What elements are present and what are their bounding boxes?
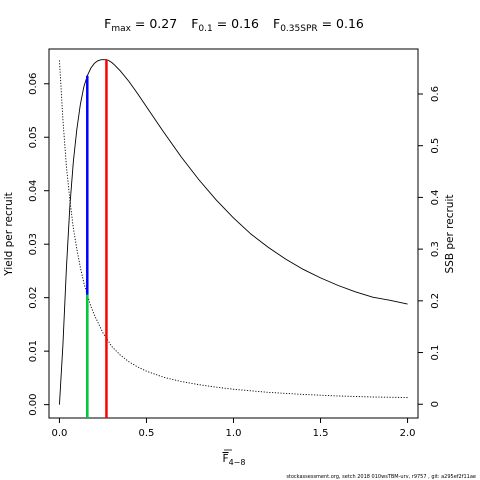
y-left-tick-label: 0.05 xyxy=(28,126,39,148)
title-part-value: = 0.16 xyxy=(213,16,259,31)
y-left-tick-label: 0.02 xyxy=(28,287,39,309)
y-right-tick-label: 0.3 xyxy=(430,241,441,257)
x-tick-label: 0.0 xyxy=(51,428,67,439)
x-tick-label: 0.5 xyxy=(139,428,155,439)
y-right-tick-label: 0.1 xyxy=(430,345,441,361)
yield-per-recruit-curve xyxy=(58,59,408,405)
y-left-tick-label: 0.01 xyxy=(28,340,39,362)
title-part: F xyxy=(273,16,280,31)
title-part-value: = 0.27 xyxy=(131,16,177,31)
y-axis-left: 0.00 0.01 0.02 0.03 0.04 0.05 0.06 xyxy=(28,73,49,416)
y-left-tick-label: 0.04 xyxy=(28,180,39,202)
plot-area xyxy=(48,48,419,419)
title-part: F xyxy=(191,16,198,31)
x-axis-label-main: F xyxy=(223,453,229,465)
title-part-sub: max xyxy=(111,24,131,34)
title-part-sub: 0.1 xyxy=(198,24,212,34)
y-axis-left-label: Yield per recruit xyxy=(3,192,15,276)
y-right-tick-label: 0.5 xyxy=(430,138,441,154)
x-axis-label-sub: 4−8 xyxy=(229,458,246,467)
x-tick-label: 2.0 xyxy=(400,428,416,439)
y-right-tick-label: 0 xyxy=(430,401,441,407)
y-right-tick-label: 0.4 xyxy=(430,189,441,205)
y-left-tick-label: 0.06 xyxy=(28,73,39,95)
title-part-sub: 0.35SPR xyxy=(280,24,317,34)
y-right-tick-label: 0.2 xyxy=(430,293,441,309)
y-right-tick-label: 0.6 xyxy=(430,86,441,102)
ssb-per-recruit-curve xyxy=(58,60,408,398)
title-part: F xyxy=(104,16,111,31)
footer-note: stockassessment.org, setch 2018 010wsTBM… xyxy=(286,474,476,480)
x-tick-label: 1.0 xyxy=(226,428,242,439)
x-axis-label: F4−8 xyxy=(223,453,246,467)
chart-title: Fmax = 0.27 F0.1 = 0.16 F0.35SPR = 0.16 xyxy=(104,16,364,34)
y-left-tick-label: 0.00 xyxy=(28,393,39,415)
y-axis-right: 0 0.1 0.2 0.3 0.4 0.5 0.6 xyxy=(418,86,441,407)
x-tick-label: 1.5 xyxy=(313,428,329,439)
y-axis-right-label: SSB per recruit xyxy=(444,195,456,274)
plot-frame xyxy=(48,48,419,419)
title-part-value: = 0.16 xyxy=(318,16,364,31)
y-left-tick-label: 0.03 xyxy=(28,233,39,255)
x-axis: 0.0 0.5 1.0 1.5 2.0 xyxy=(51,418,416,439)
